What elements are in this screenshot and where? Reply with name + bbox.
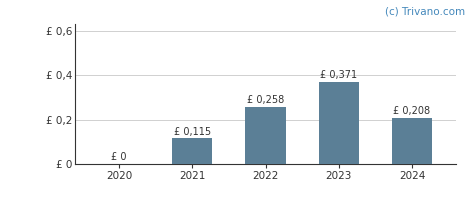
Bar bbox=[172, 138, 212, 164]
Bar bbox=[245, 107, 286, 164]
Bar bbox=[319, 82, 359, 164]
Text: £ 0,371: £ 0,371 bbox=[320, 70, 357, 80]
Text: £ 0,208: £ 0,208 bbox=[393, 106, 431, 116]
Text: £ 0,258: £ 0,258 bbox=[247, 95, 284, 105]
Bar bbox=[392, 118, 432, 164]
Text: £ 0,115: £ 0,115 bbox=[174, 127, 211, 137]
Text: £ 0: £ 0 bbox=[111, 152, 127, 162]
Text: (c) Trivano.com: (c) Trivano.com bbox=[385, 6, 465, 16]
